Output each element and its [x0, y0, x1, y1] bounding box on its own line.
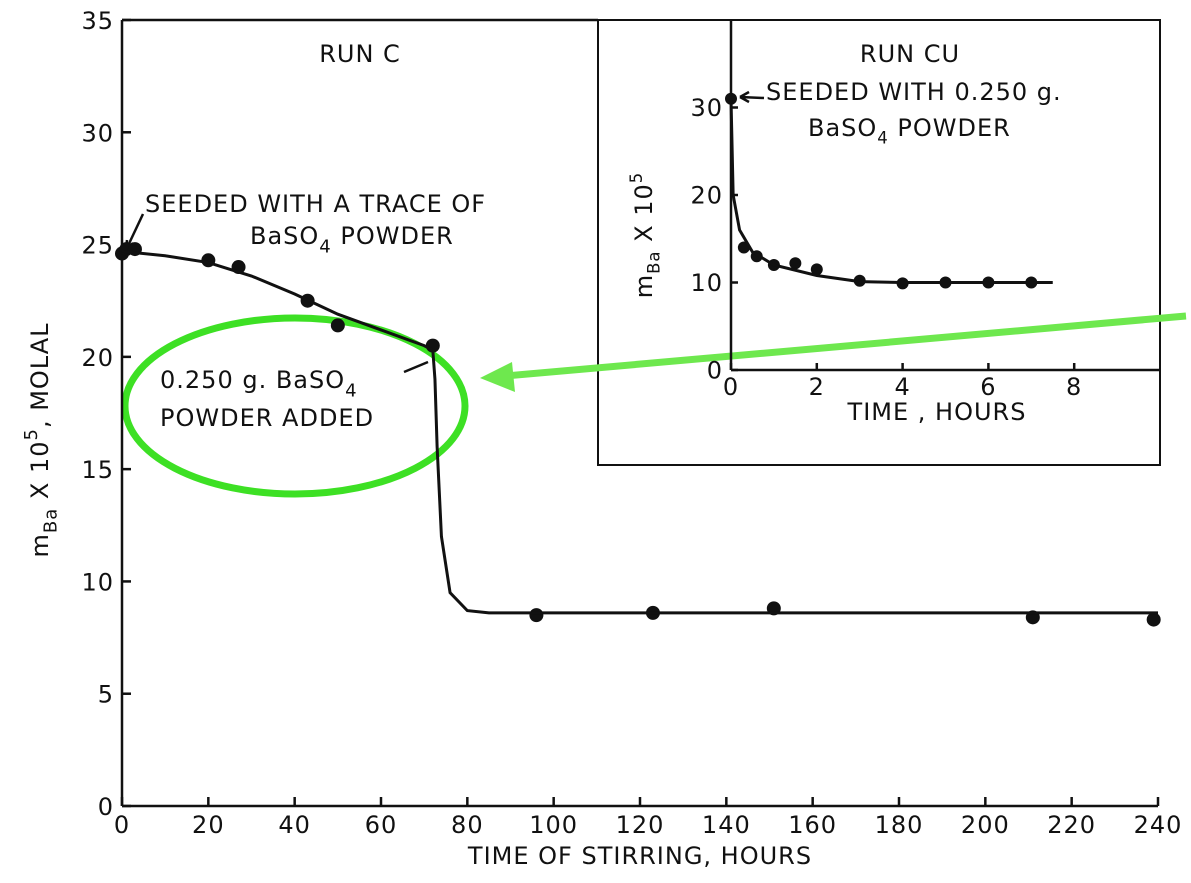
- text-segment: 5: [21, 428, 42, 440]
- highlight-arrow: [504, 312, 1187, 380]
- annotation: SEEDED WITH 0.250 g.: [766, 78, 1062, 106]
- highlight-ellipse: [121, 314, 469, 498]
- text-segment: BaSO: [250, 222, 319, 250]
- data-point: [330, 318, 345, 333]
- annotation: SEEDED WITH A TRACE OF: [145, 190, 486, 218]
- annotation-arrow: [403, 360, 429, 374]
- annotation: BaSO4 POWDER: [250, 222, 454, 257]
- annotation-arrow: [739, 90, 765, 104]
- y-axis-label: mBa X 105: [627, 172, 664, 299]
- text-segment: 0.250 g. BaSO: [160, 366, 345, 394]
- data-point: [1146, 612, 1161, 627]
- y-tick-label: 35: [81, 7, 114, 35]
- text-segment: Ba: [40, 508, 61, 533]
- x-tick-label: 100: [529, 811, 578, 839]
- text-segment: Ba: [645, 250, 664, 273]
- x-tick-label: 60: [365, 811, 398, 839]
- x-tick-label: 160: [788, 811, 837, 839]
- y-tick-label: 30: [690, 94, 723, 122]
- text-segment: SEEDED WITH A TRACE OF: [145, 190, 486, 218]
- text-segment: POWDER: [332, 222, 454, 250]
- x-tick-label: 80: [451, 811, 484, 839]
- text-segment: m: [630, 274, 658, 298]
- x-tick-label: 200: [961, 811, 1010, 839]
- x-tick-label: 220: [1047, 811, 1096, 839]
- x-tick-label: 0: [723, 373, 739, 401]
- annotation: BaSO4 POWDER: [808, 114, 1011, 148]
- text-segment: 4: [319, 236, 331, 257]
- x-tick-label: 240: [1134, 811, 1183, 839]
- y-tick-label: 0: [98, 793, 114, 821]
- chart-title: RUN C: [319, 40, 401, 68]
- annotation: POWDER ADDED: [160, 404, 374, 432]
- text-segment: POWDER: [889, 114, 1011, 142]
- text-segment: BaSO: [808, 114, 877, 142]
- text-segment: X 10: [630, 183, 658, 250]
- text-segment: SEEDED WITH 0.250 g.: [766, 78, 1062, 106]
- fit-curve: [729, 98, 1053, 284]
- y-tick-label: 20: [81, 344, 114, 372]
- y-axis-label: mBa X 105, MOLAL: [21, 322, 61, 557]
- y-tick-label: 0: [707, 356, 723, 384]
- text-segment: 5: [627, 172, 646, 184]
- x-tick-label: 140: [702, 811, 751, 839]
- y-tick-label: 30: [81, 119, 114, 147]
- x-tick-label: 180: [875, 811, 924, 839]
- y-tick-label: 25: [81, 232, 114, 260]
- x-tick-label: 8: [1066, 373, 1082, 401]
- y-tick-label: 10: [81, 568, 114, 596]
- y-tick-label: 5: [98, 681, 114, 709]
- text-segment: m: [26, 533, 54, 557]
- x-tick-label: 120: [616, 811, 665, 839]
- x-tick-label: 6: [980, 373, 996, 401]
- text-segment: POWDER ADDED: [160, 404, 374, 432]
- text-segment: , MOLAL: [26, 322, 54, 428]
- y-tick-label: 10: [690, 269, 723, 297]
- x-tick-label: 2: [809, 373, 825, 401]
- highlight-arrowhead: [480, 362, 515, 392]
- x-axis-label: TIME , HOURS: [847, 398, 1027, 426]
- text-segment: X 10: [26, 441, 54, 508]
- x-tick-label: 40: [278, 811, 311, 839]
- fit-curve: [121, 249, 1158, 615]
- y-tick-label: 20: [690, 181, 723, 209]
- data-point: [529, 608, 544, 623]
- y-tick-label: 15: [81, 456, 114, 484]
- annotation: 0.250 g. BaSO4: [160, 366, 358, 401]
- x-tick-label: 0: [114, 811, 130, 839]
- text-segment: 4: [877, 129, 889, 148]
- text-segment: 4: [345, 380, 357, 401]
- chart-title: RUN CU: [860, 40, 960, 68]
- data-point: [810, 263, 823, 276]
- x-axis-label: TIME OF STIRRING, HOURS: [467, 842, 812, 870]
- x-tick-label: 4: [894, 373, 910, 401]
- data-point: [789, 257, 802, 270]
- inset-frame: [597, 19, 1161, 466]
- x-tick-label: 20: [192, 811, 225, 839]
